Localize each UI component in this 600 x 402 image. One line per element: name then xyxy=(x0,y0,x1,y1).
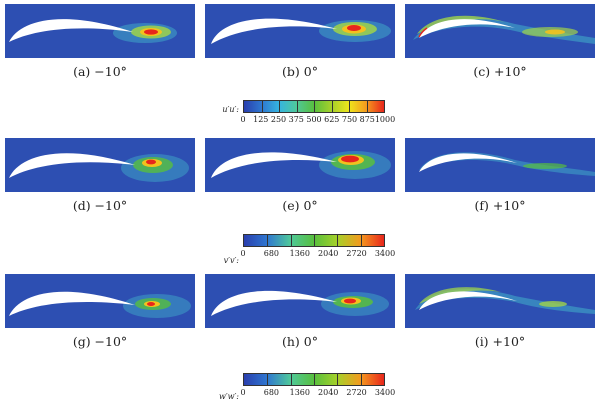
colorbar-tick-label: 1360 xyxy=(289,388,310,397)
colorbar-separator xyxy=(360,235,362,246)
colorbar-tick-label: 2040 xyxy=(318,388,339,397)
contour-panel-i xyxy=(405,274,595,328)
panel-caption-g: (g) −10° xyxy=(72,334,128,349)
colorbar-separator xyxy=(349,101,350,112)
contour-panel-e xyxy=(205,138,395,192)
panel-caption-b: (b) 0° xyxy=(282,64,318,79)
contour-panel-g xyxy=(5,274,195,328)
panel-caption-f: (f) +10° xyxy=(474,198,526,213)
colorbar-tick-label: 2720 xyxy=(346,249,367,258)
colorbar-tick-label: 375 xyxy=(288,115,304,124)
colorbar-separator xyxy=(279,101,280,112)
colorbar-separator xyxy=(290,374,292,385)
colorbar-tick-label: 750 xyxy=(341,115,358,124)
colorbar-vv xyxy=(243,234,385,247)
colorbar-separator xyxy=(314,101,315,112)
colorbar-tick-label: 1000 xyxy=(374,115,396,124)
colorbar-tick-label: 625 xyxy=(324,115,340,124)
colorbar-separator xyxy=(314,235,315,246)
colorbar-separator xyxy=(267,235,269,246)
contour-panel-a xyxy=(5,4,195,58)
colorbar-tick-label: 2040 xyxy=(318,249,339,258)
colorbar-ticks-uu: 0 125 250 375 500 625 750 875 1000 xyxy=(240,115,395,125)
colorbar-separator xyxy=(314,374,315,385)
colorbar-tick-label: 0 xyxy=(240,115,246,124)
panel-caption-a: (a) −10° xyxy=(73,64,127,79)
contour-panel-f xyxy=(405,138,595,192)
colorbar-separator xyxy=(337,235,339,246)
colorbar-separator xyxy=(290,235,292,246)
colorbar-tick-label: 500 xyxy=(306,115,322,124)
colorbar-label-vv: v′v′: xyxy=(223,256,239,265)
contour-panel-h xyxy=(205,274,395,328)
panel-caption-e: (e) 0° xyxy=(282,198,318,213)
colorbar-tick-label: 250 xyxy=(270,115,287,124)
contour-panel-c xyxy=(405,4,595,58)
colorbar-tick-label: 680 xyxy=(263,249,280,258)
colorbar-uu xyxy=(243,100,385,113)
colorbar-tick-label: 2720 xyxy=(346,388,367,397)
colorbar-tick-label: 125 xyxy=(253,115,269,124)
colorbar-tick-label: 1360 xyxy=(289,249,310,258)
colorbar-tick-label: 0 xyxy=(240,249,246,258)
colorbar-tick-label: 680 xyxy=(263,388,280,397)
colorbar-separator xyxy=(337,374,339,385)
colorbar-separator xyxy=(360,374,362,385)
contour-panel-b xyxy=(205,4,395,58)
colorbar-separator xyxy=(366,101,368,112)
contour-panel-d xyxy=(5,138,195,192)
panel-caption-d: (d) −10° xyxy=(72,198,128,213)
colorbar-tick-label: 3400 xyxy=(374,249,396,258)
panel-caption-h: (h) 0° xyxy=(282,334,318,349)
colorbar-tick-label: 875 xyxy=(359,115,375,124)
panel-caption-c: (c) +10° xyxy=(473,64,527,79)
colorbar-ticks-vv: 0 680 1360 2040 2720 3400 xyxy=(240,249,395,259)
colorbar-label-ww: w′w′: xyxy=(218,392,239,401)
panel-caption-i: (i) +10° xyxy=(474,334,526,349)
colorbar-separator xyxy=(296,101,298,112)
colorbar-tick-label: 3400 xyxy=(374,388,396,397)
colorbar-label-uu: u′u′: xyxy=(222,105,239,114)
colorbar-separator xyxy=(261,101,263,112)
colorbar-separator xyxy=(267,374,269,385)
colorbar-separator xyxy=(331,101,333,112)
colorbar-ticks-ww: 0 680 1360 2040 2720 3400 xyxy=(240,388,395,398)
colorbar-ww xyxy=(243,373,385,386)
colorbar-tick-label: 0 xyxy=(240,388,246,397)
